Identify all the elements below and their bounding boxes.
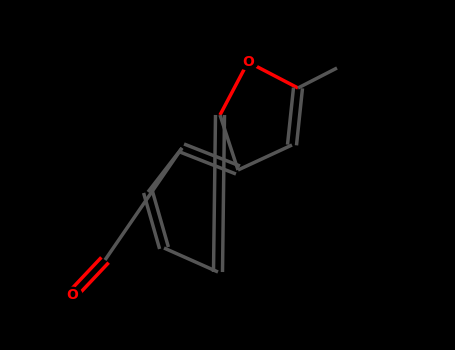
Text: O: O [66, 288, 78, 302]
Text: O: O [242, 55, 254, 69]
Circle shape [62, 287, 82, 303]
Circle shape [238, 54, 258, 70]
